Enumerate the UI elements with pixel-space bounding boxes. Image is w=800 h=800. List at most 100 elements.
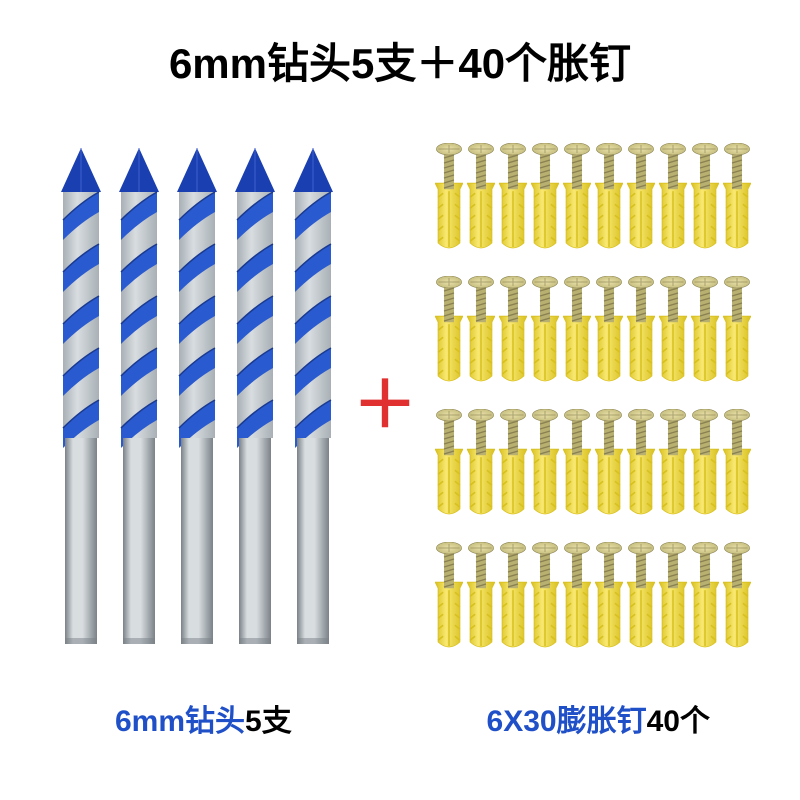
drill-bit-icon bbox=[117, 148, 161, 648]
anchor-icon bbox=[467, 542, 495, 652]
anchor-icon bbox=[499, 542, 527, 652]
anchor-item bbox=[723, 276, 751, 391]
anchor-label: 6X30膨胀钉40个 bbox=[487, 696, 710, 740]
anchor-icon bbox=[723, 542, 751, 652]
anchor-icon bbox=[531, 542, 559, 652]
drill-bit bbox=[59, 148, 103, 653]
anchor-icon bbox=[499, 276, 527, 386]
anchor-label-qty: 40个 bbox=[647, 705, 710, 738]
drill-bit-icon bbox=[233, 148, 277, 648]
anchor-icon bbox=[691, 276, 719, 386]
anchor-item bbox=[691, 143, 719, 258]
drill-label-qty: 5支 bbox=[245, 705, 292, 738]
anchor-item bbox=[595, 409, 623, 524]
anchor-icon bbox=[499, 143, 527, 253]
anchor-row bbox=[435, 143, 751, 258]
anchor-item bbox=[595, 276, 623, 391]
drill-bit-icon bbox=[291, 148, 335, 648]
anchor-item bbox=[467, 276, 495, 391]
anchor-item bbox=[659, 409, 687, 524]
anchor-icon bbox=[595, 276, 623, 386]
anchor-icon bbox=[563, 409, 591, 519]
plus-icon: ＋ bbox=[353, 354, 417, 446]
anchor-icon bbox=[435, 542, 463, 652]
anchor-icon bbox=[467, 143, 495, 253]
anchor-icon bbox=[435, 276, 463, 386]
anchor-icon bbox=[467, 276, 495, 386]
anchor-item bbox=[531, 276, 559, 391]
drill-bit bbox=[117, 148, 161, 653]
anchor-icon bbox=[723, 276, 751, 386]
anchor-item bbox=[659, 276, 687, 391]
drill-bit bbox=[291, 148, 335, 653]
product-content: ＋ bbox=[0, 120, 800, 680]
anchor-item bbox=[531, 542, 559, 657]
anchor-item bbox=[723, 409, 751, 524]
anchor-item bbox=[563, 542, 591, 657]
anchor-item bbox=[659, 143, 687, 258]
anchor-item bbox=[467, 409, 495, 524]
anchor-item bbox=[467, 143, 495, 258]
anchor-icon bbox=[723, 409, 751, 519]
anchor-icon bbox=[627, 409, 655, 519]
anchor-icon bbox=[659, 542, 687, 652]
drill-group bbox=[59, 148, 335, 653]
anchor-item bbox=[435, 276, 463, 391]
anchor-item bbox=[627, 276, 655, 391]
anchor-item bbox=[659, 542, 687, 657]
anchor-icon bbox=[627, 276, 655, 386]
anchor-item bbox=[627, 143, 655, 258]
anchor-item bbox=[563, 276, 591, 391]
anchor-icon bbox=[531, 276, 559, 386]
anchor-item bbox=[595, 542, 623, 657]
anchor-row bbox=[435, 276, 751, 391]
anchor-icon bbox=[691, 143, 719, 253]
anchor-row bbox=[435, 542, 751, 657]
anchor-item bbox=[531, 409, 559, 524]
anchor-item bbox=[627, 542, 655, 657]
anchor-item bbox=[691, 276, 719, 391]
anchor-icon bbox=[435, 409, 463, 519]
anchor-icon bbox=[563, 143, 591, 253]
anchor-icon bbox=[467, 409, 495, 519]
drill-label: 6mm钻头5支 bbox=[115, 696, 292, 740]
anchor-icon bbox=[723, 143, 751, 253]
drill-bit-icon bbox=[59, 148, 103, 648]
anchor-icon bbox=[659, 143, 687, 253]
anchor-icon bbox=[659, 409, 687, 519]
anchor-item bbox=[563, 409, 591, 524]
anchor-item bbox=[531, 143, 559, 258]
drill-bit bbox=[233, 148, 277, 653]
anchor-item bbox=[723, 542, 751, 657]
anchor-item bbox=[435, 143, 463, 258]
anchor-item bbox=[691, 542, 719, 657]
anchor-icon bbox=[435, 143, 463, 253]
drill-bit-icon bbox=[175, 148, 219, 648]
anchor-icon bbox=[563, 276, 591, 386]
anchor-item bbox=[499, 409, 527, 524]
anchor-icon bbox=[627, 542, 655, 652]
anchor-item bbox=[467, 542, 495, 657]
anchor-item bbox=[499, 276, 527, 391]
anchor-item bbox=[499, 143, 527, 258]
anchor-icon bbox=[531, 409, 559, 519]
anchor-icon bbox=[691, 542, 719, 652]
anchor-item bbox=[435, 542, 463, 657]
anchor-icon bbox=[499, 409, 527, 519]
anchor-item bbox=[499, 542, 527, 657]
anchor-icon bbox=[595, 542, 623, 652]
anchor-item bbox=[627, 409, 655, 524]
anchor-icon bbox=[691, 409, 719, 519]
drill-label-spec: 6mm钻头 bbox=[115, 705, 245, 738]
anchor-item bbox=[435, 409, 463, 524]
anchor-group bbox=[435, 143, 751, 657]
anchor-item bbox=[595, 143, 623, 258]
anchor-icon bbox=[595, 409, 623, 519]
anchor-item bbox=[723, 143, 751, 258]
anchor-icon bbox=[595, 143, 623, 253]
anchor-label-spec: 6X30膨胀钉 bbox=[487, 705, 647, 738]
anchor-row bbox=[435, 409, 751, 524]
anchor-icon bbox=[627, 143, 655, 253]
page-title: 6mm钻头5支＋40个胀钉 bbox=[169, 30, 631, 91]
drill-bit bbox=[175, 148, 219, 653]
